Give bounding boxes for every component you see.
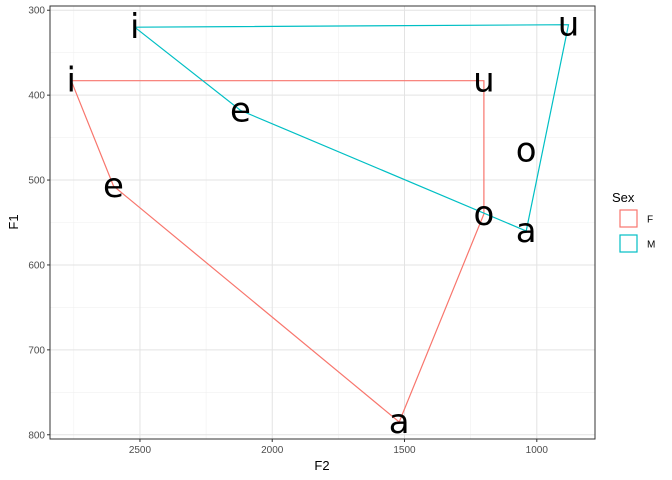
- vowel-label-M-i: i: [130, 7, 139, 47]
- series-paths: [70, 24, 570, 423]
- vowel-label-F-i: i: [66, 61, 75, 101]
- x-axis-ticks: 2500 2000 1500 1000: [129, 439, 549, 456]
- x-axis-title: F2: [314, 458, 329, 473]
- vowel-label-F-e: e: [103, 166, 124, 206]
- legend-key-bg: [618, 208, 639, 229]
- y-tick-label: 700: [28, 345, 45, 356]
- x-tick-label: 1500: [393, 445, 416, 456]
- y-tick-label: 400: [28, 91, 45, 102]
- vowel-label-F-u: u: [473, 61, 495, 101]
- vowel-label-M-e: e: [230, 90, 251, 130]
- legend: Sex F M: [612, 190, 655, 254]
- x-tick-label: 2500: [129, 445, 152, 456]
- vowel-label-F-a: a: [389, 402, 410, 442]
- y-axis-ticks: 300 400 500 600 700 800: [28, 6, 50, 441]
- series-path-M: [134, 24, 570, 232]
- y-tick-label: 500: [28, 176, 45, 187]
- x-tick-label: 2000: [261, 445, 284, 456]
- plot-panel-border: [49, 5, 596, 440]
- grid-minor: [50, 6, 595, 439]
- legend-key-F: [619, 209, 638, 228]
- series-path-F: [70, 80, 485, 423]
- vowel-label-M-u: u: [558, 5, 580, 45]
- legend-key-bg: [618, 233, 639, 254]
- legend-title: Sex: [612, 190, 635, 205]
- vowel-label-F-o: o: [473, 194, 494, 234]
- vowel-label-M-a: a: [516, 211, 537, 251]
- y-axis-title: F1: [6, 214, 21, 229]
- legend-key-M: [619, 234, 638, 253]
- y-tick-label: 600: [28, 260, 45, 271]
- y-tick-label: 800: [28, 430, 45, 441]
- y-tick-label: 300: [28, 6, 45, 17]
- grid-major: [50, 6, 595, 439]
- vowel-label-M-o: o: [516, 130, 537, 170]
- x-tick-label: 1000: [526, 445, 549, 456]
- legend-label-F: F: [647, 215, 653, 226]
- legend-label-M: M: [647, 240, 655, 251]
